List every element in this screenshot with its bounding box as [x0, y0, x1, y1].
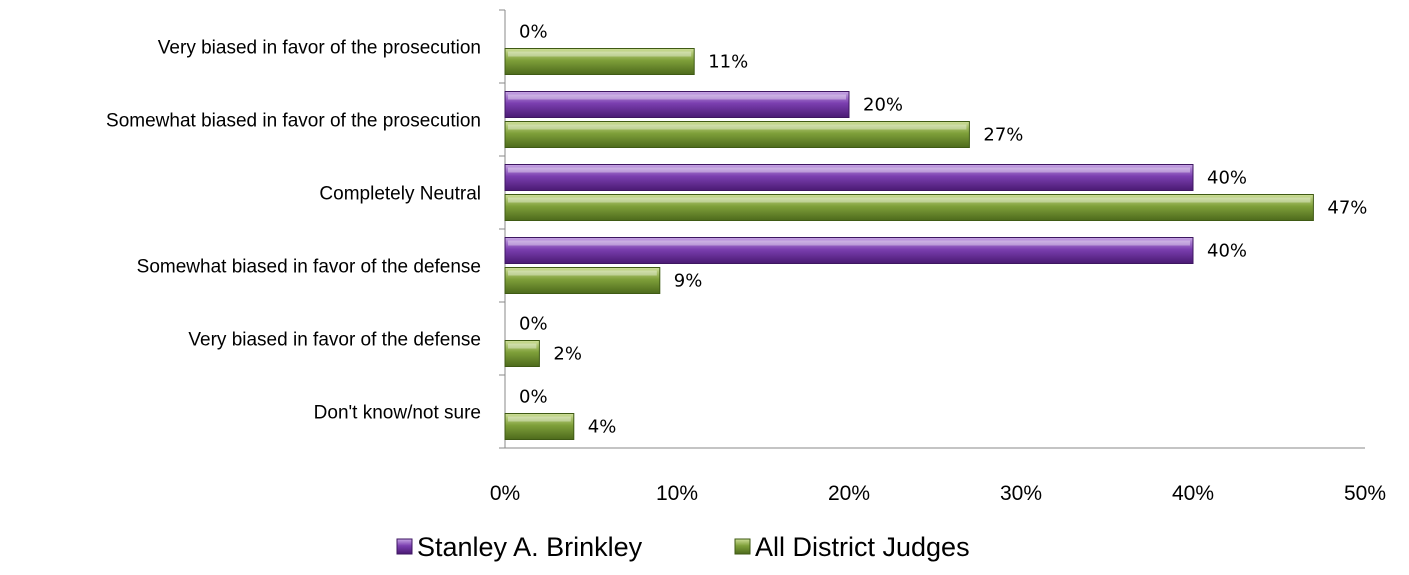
bar-highlight — [508, 416, 571, 422]
bar — [504, 413, 575, 440]
bar — [504, 340, 540, 367]
data-label: 11% — [708, 52, 748, 73]
category-label: Very biased in favor of the defense — [188, 330, 481, 351]
bar — [504, 121, 970, 148]
bar-highlight — [508, 240, 1190, 246]
bar — [504, 267, 661, 294]
legend-label: Stanley A. Brinkley — [417, 532, 643, 562]
category-label: Completely Neutral — [319, 184, 481, 205]
data-label: 4% — [588, 417, 617, 438]
bar — [504, 91, 850, 118]
data-label: 40% — [1207, 168, 1247, 189]
data-label: 2% — [553, 344, 582, 365]
bar — [504, 48, 695, 75]
bar-highlight — [508, 270, 657, 276]
bar — [504, 194, 1314, 221]
x-tick-label: 0% — [490, 482, 520, 505]
category-label: Somewhat biased in favor of the prosecut… — [106, 111, 481, 132]
data-label: 40% — [1207, 241, 1247, 262]
x-tick-label: 30% — [1000, 482, 1042, 505]
category-label: Don't know/not sure — [314, 403, 481, 424]
bar-highlight — [508, 94, 846, 100]
x-tick-label: 50% — [1344, 482, 1386, 505]
x-tick-label: 20% — [828, 482, 870, 505]
bar-highlight — [508, 343, 537, 349]
legend-swatch — [396, 538, 413, 555]
category-label: Very biased in favor of the prosecution — [158, 38, 481, 59]
bar — [504, 164, 1194, 191]
data-label: 20% — [863, 95, 903, 116]
data-label: 0% — [519, 314, 548, 335]
legend: Stanley A. Brinkley All District Judges — [396, 532, 970, 562]
data-label: 27% — [983, 125, 1023, 146]
bar-highlight — [508, 124, 967, 130]
x-tick-label: 10% — [656, 482, 698, 505]
data-label: 0% — [519, 387, 548, 408]
bar — [504, 237, 1194, 264]
category-label: Somewhat biased in favor of the defense — [137, 257, 481, 278]
data-label: 0% — [519, 22, 548, 43]
legend-swatch — [734, 538, 751, 555]
bar-highlight — [508, 197, 1311, 203]
bar-highlight — [508, 51, 692, 57]
x-tick-label: 40% — [1172, 482, 1214, 505]
bar-highlight — [508, 167, 1190, 173]
data-label: 47% — [1327, 198, 1367, 219]
plot-area: Very biased in favor of the prosecution 0… — [106, 9, 1386, 505]
legend-label: All District Judges — [755, 532, 970, 562]
data-label: 9% — [674, 271, 703, 292]
